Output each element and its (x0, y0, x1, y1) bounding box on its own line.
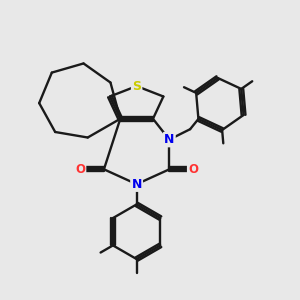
Text: O: O (188, 163, 198, 176)
Text: O: O (75, 163, 85, 176)
Text: N: N (131, 178, 142, 191)
Text: N: N (164, 133, 175, 146)
Text: S: S (132, 80, 141, 93)
